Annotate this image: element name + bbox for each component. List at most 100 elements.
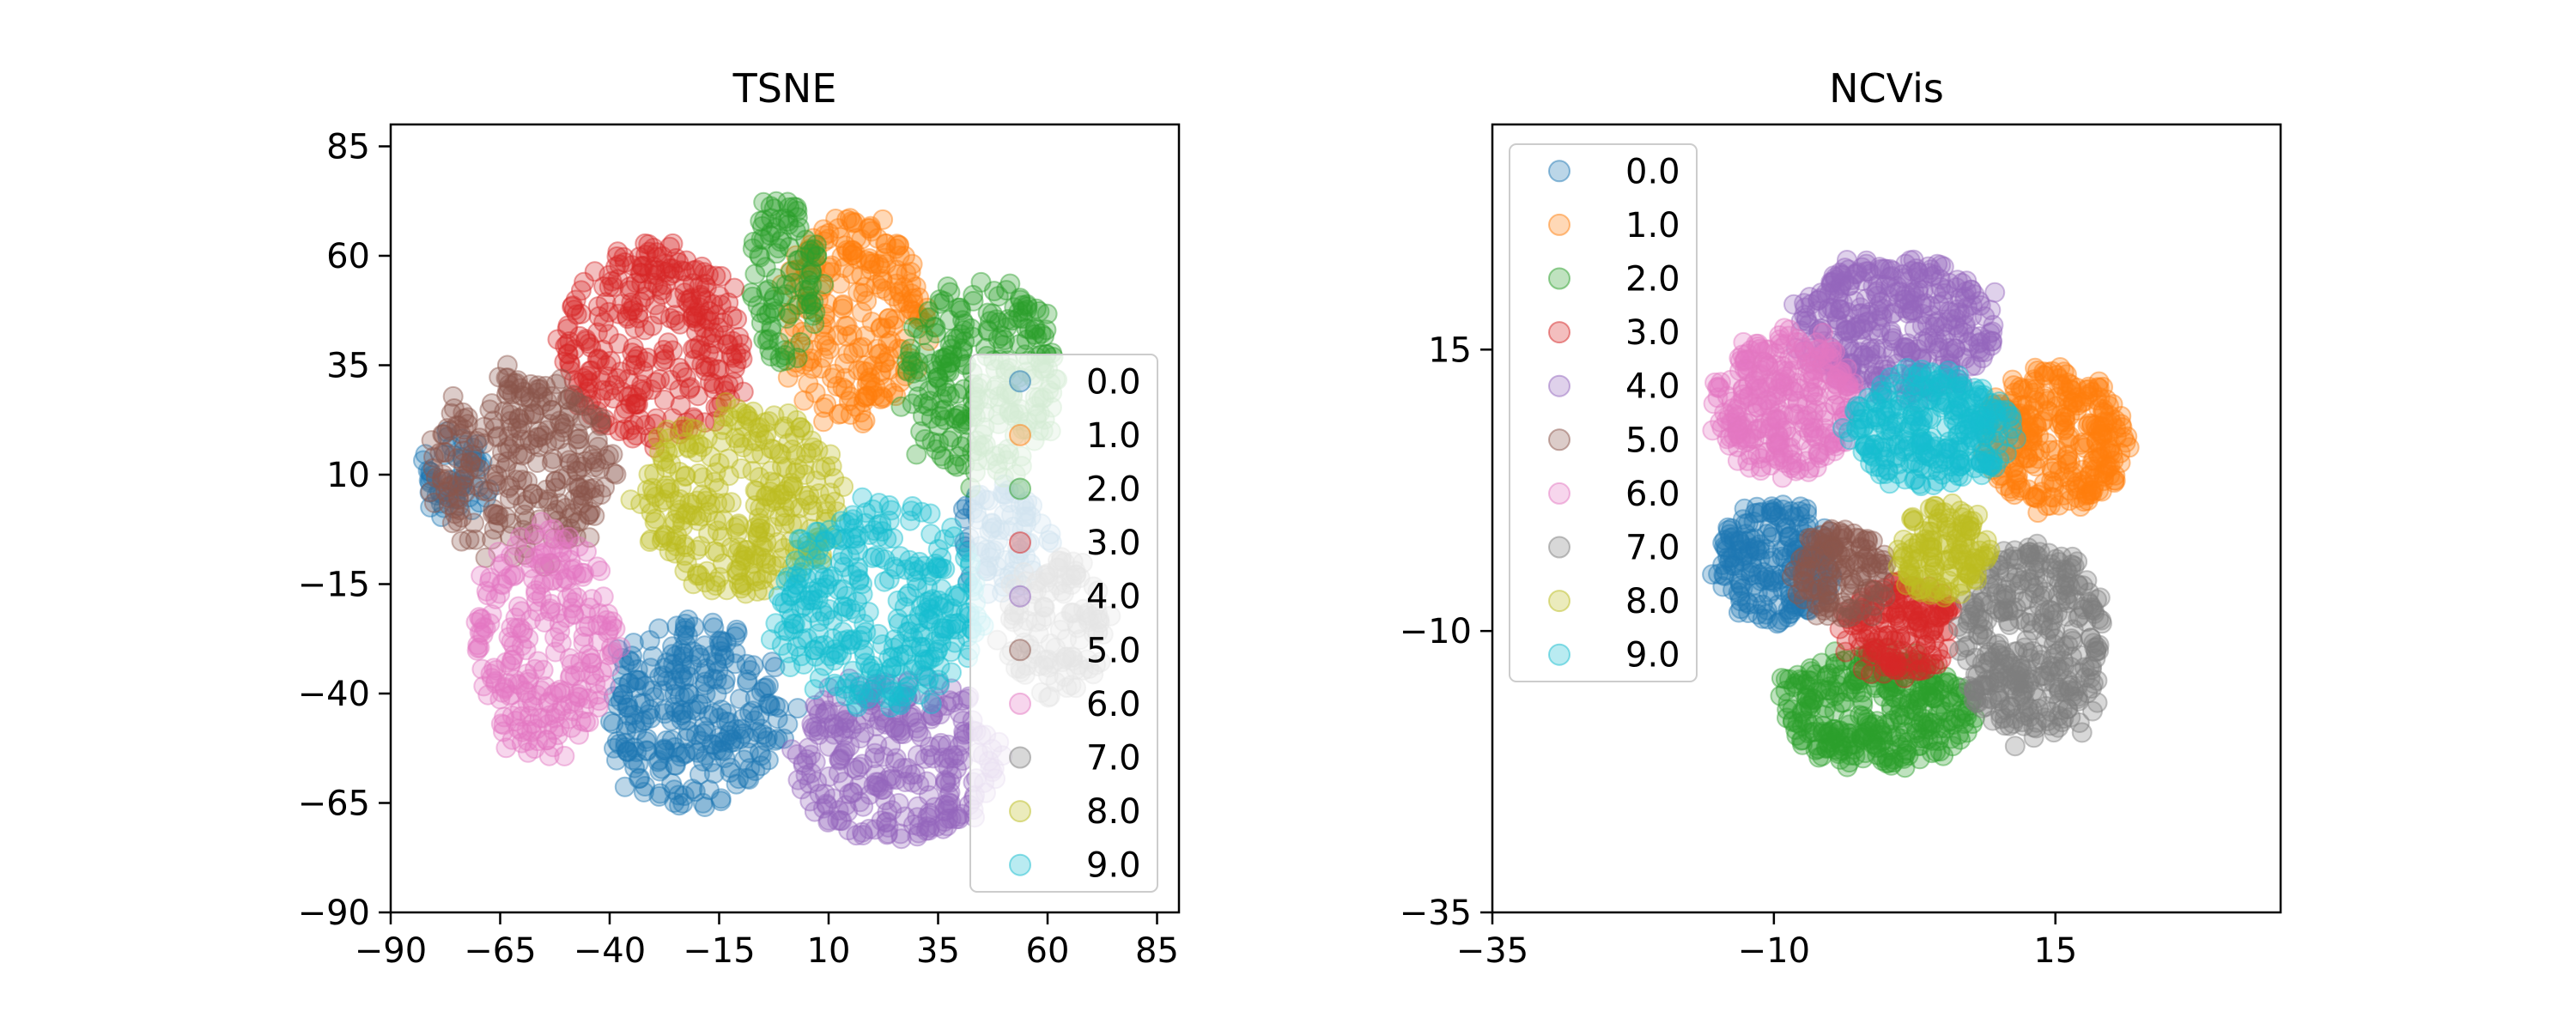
tsne-point (726, 773, 747, 795)
tsne-point (653, 700, 675, 721)
tsne-point (758, 302, 780, 324)
tsne-point (907, 303, 928, 324)
tsne-point (611, 665, 633, 687)
tsne-point (756, 677, 777, 699)
tsne-point (617, 741, 638, 762)
ncvis-point (1795, 451, 1817, 472)
tsne-point (872, 387, 894, 409)
tsne-xtick-label: −65 (464, 931, 536, 971)
tsne-point (622, 645, 642, 667)
tsne-point (919, 380, 940, 401)
tsne-point (805, 258, 826, 280)
tsne-point (631, 712, 653, 733)
tsne-point (978, 321, 999, 342)
tsne-point (495, 506, 516, 528)
tsne-point (860, 367, 881, 389)
tsne-point (780, 261, 801, 282)
tsne-point (841, 630, 862, 651)
tsne-point (996, 317, 1018, 338)
tsne-point (939, 334, 961, 355)
tsne-point (860, 373, 881, 394)
tsne-point (872, 386, 893, 408)
tsne-point (936, 382, 957, 403)
tsne-point (610, 690, 631, 712)
tsne-point (753, 677, 775, 699)
tsne-point (788, 294, 810, 315)
tsne-point (758, 693, 780, 714)
tsne-point (634, 319, 655, 341)
tsne-point (793, 354, 814, 375)
tsne-point (750, 210, 771, 232)
tsne-point (677, 292, 699, 313)
ncvis-point (2057, 453, 2078, 475)
tsne-point (799, 264, 821, 286)
tsne-point (501, 631, 522, 652)
tsne-point (627, 670, 648, 691)
tsne-point (613, 246, 635, 268)
tsne-point (998, 309, 1019, 330)
tsne-legend-marker (1009, 423, 1031, 446)
ncvis-point (1856, 547, 1877, 568)
ncvis-point (2052, 415, 2074, 436)
tsne-point (649, 304, 671, 325)
tsne-point (607, 269, 629, 290)
tsne-point (952, 310, 974, 331)
tsne-point (738, 728, 760, 748)
tsne-point (753, 229, 775, 251)
ncvis-point (1870, 645, 1892, 666)
tsne-point (448, 495, 470, 517)
tsne-point (808, 483, 829, 504)
ncvis-point (2077, 490, 2099, 512)
ncvis-point (1782, 380, 1803, 402)
tsne-point (853, 360, 874, 382)
tsne-point (902, 288, 924, 309)
tsne-point (714, 730, 735, 752)
tsne-point (878, 308, 899, 330)
ncvis-point (1730, 598, 1752, 620)
tsne-point (889, 292, 909, 313)
tsne-point (554, 351, 575, 373)
tsne-point (953, 319, 975, 341)
tsne-point (812, 347, 834, 368)
tsne-point (820, 262, 841, 283)
tsne-point (623, 749, 643, 771)
tsne-point (873, 571, 895, 592)
tsne-point (902, 293, 924, 314)
tsne-point (674, 617, 696, 639)
tsne-point (946, 328, 968, 349)
tsne-point (445, 488, 466, 509)
tsne-point (761, 316, 782, 337)
tsne-point (853, 796, 874, 817)
tsne-point (617, 714, 638, 736)
tsne-point (873, 352, 895, 373)
tsne-point (665, 701, 687, 723)
tsne-point (752, 724, 774, 745)
tsne-point (821, 255, 842, 276)
tsne-point (897, 293, 918, 314)
tsne-point (690, 647, 711, 669)
tsne-point (765, 472, 787, 494)
tsne-point (910, 361, 931, 382)
tsne-point (568, 433, 589, 455)
tsne-point (710, 630, 732, 651)
tsne-point (1036, 303, 1058, 324)
tsne-point (786, 352, 806, 373)
tsne-point (771, 274, 793, 295)
tsne-point (452, 428, 473, 450)
tsne-point (430, 493, 452, 514)
tsne-point (617, 694, 638, 716)
tsne-point (671, 700, 692, 721)
tsne-legend-marker (1009, 746, 1031, 769)
tsne-point (828, 403, 849, 425)
ncvis-point (1721, 391, 1742, 413)
tsne-point (814, 529, 835, 550)
tsne-point (749, 705, 770, 726)
tsne-point (706, 683, 727, 705)
tsne-point (829, 273, 851, 294)
tsne-point (1010, 289, 1031, 311)
tsne-point (806, 245, 828, 267)
tsne-point (725, 626, 746, 647)
tsne-point (1017, 296, 1038, 318)
tsne-point (849, 775, 870, 796)
tsne-point (769, 231, 791, 252)
